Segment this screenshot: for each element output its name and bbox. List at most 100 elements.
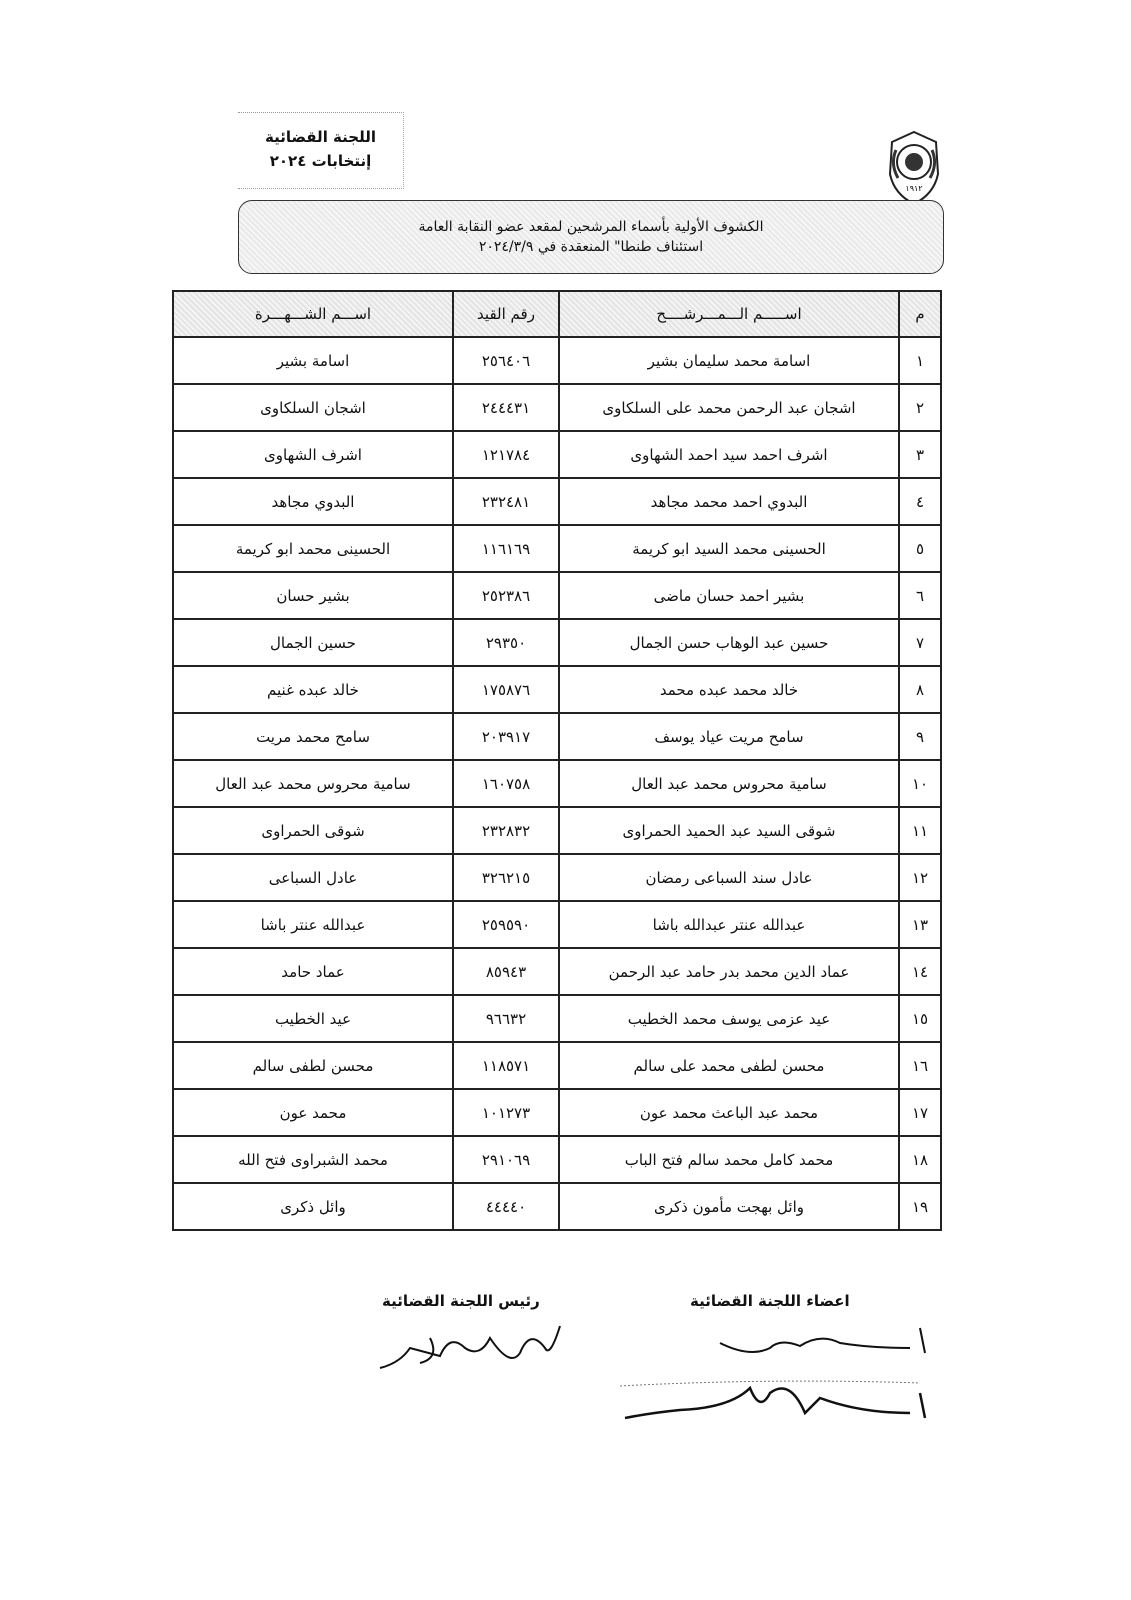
nickname: اشرف الشهاوى [172, 430, 454, 479]
row-number: ٣ [898, 430, 942, 479]
registration-number: ١٧٥٨٧٦ [452, 665, 560, 714]
title-banner: الكشوف الأولية بأسماء المرشحين لمقعد عضو… [238, 200, 944, 274]
row-number: ١٧ [898, 1088, 942, 1137]
table-row: ٣ اشرف احمد سيد احمد الشهاوى ١٢١٧٨٤ اشرف ال… [172, 430, 942, 479]
row-number: ١٠ [898, 759, 942, 808]
candidate-name: سامح مريت عياد يوسف [558, 712, 900, 761]
col-header-number: م [898, 290, 942, 338]
chair-label: رئيس اللجنة القضائية [382, 1292, 540, 1310]
table-row: ١٨ محمد كامل محمد سالم فتح الباب ٢٩١٠٦٩ محم… [172, 1135, 942, 1184]
registration-number: ٩٦٦٣٢ [452, 994, 560, 1043]
nickname: محسن لطفى سالم [172, 1041, 454, 1090]
col-header-nickname: اســـم الشـــهـــرة [172, 290, 454, 338]
row-number: ١٣ [898, 900, 942, 949]
candidate-name: البدوي احمد محمد مجاهد [558, 477, 900, 526]
registration-number: ١١٦١٦٩ [452, 524, 560, 573]
table-row: ١٣ عبدالله عنتر عبدالله باشا ٢٥٩٥٩٠ عبدالله… [172, 900, 942, 949]
nickname: عادل السباعى [172, 853, 454, 902]
registration-number: ٢٣٢٨٣٢ [452, 806, 560, 855]
row-number: ٩ [898, 712, 942, 761]
row-number: ١٦ [898, 1041, 942, 1090]
registration-number: ٢٥٦٤٠٦ [452, 336, 560, 385]
nickname: محمد الشبراوى فتح الله [172, 1135, 454, 1184]
table-row: ٤ البدوي احمد محمد مجاهد ٢٣٢٤٨١ البدوي مجاه… [172, 477, 942, 526]
candidate-name: اشجان عبد الرحمن محمد على السلكاوى [558, 383, 900, 432]
table-row: ١١ شوقى السيد عبد الحميد الحمراوى ٢٣٢٨٣٢ شو… [172, 806, 942, 855]
registration-number: ٨٥٩٤٣ [452, 947, 560, 996]
nickname: حسين الجمال [172, 618, 454, 667]
title-line-1: الكشوف الأولية بأسماء المرشحين لمقعد عضو… [418, 219, 764, 235]
registration-number: ٢٣٢٤٨١ [452, 477, 560, 526]
row-number: ١٩ [898, 1182, 942, 1231]
nickname: عيد الخطيب [172, 994, 454, 1043]
title-line-2: استئناف طنطا" المنعقدة في ٢٠٢٤/٣/٩ [478, 239, 704, 255]
table-row: ١٩ وائل بهجت مأمون ذكرى ٤٤٤٤٠ وائل ذكرى [172, 1182, 942, 1231]
registration-number: ٣٢٦٢١٥ [452, 853, 560, 902]
candidate-name: عبدالله عنتر عبدالله باشا [558, 900, 900, 949]
nickname: شوقى الحمراوى [172, 806, 454, 855]
candidate-name: حسين عبد الوهاب حسن الجمال [558, 618, 900, 667]
candidate-name: عماد الدين محمد بدر حامد عبد الرحمن [558, 947, 900, 996]
registration-number: ١١٨٥٧١ [452, 1041, 560, 1090]
nickname: محمد عون [172, 1088, 454, 1137]
registration-number: ٢٥٢٣٨٦ [452, 571, 560, 620]
elections-label: إنتخابات ٢٠٢٤ [269, 152, 372, 170]
registration-number: ٢٤٤٤٣١ [452, 383, 560, 432]
syndicate-logo: ١٩١٢ [888, 130, 940, 206]
row-number: ١٤ [898, 947, 942, 996]
candidate-name: محسن لطفى محمد على سالم [558, 1041, 900, 1090]
row-number: ٤ [898, 477, 942, 526]
row-number: ٨ [898, 665, 942, 714]
registration-number: ١٠١٢٧٣ [452, 1088, 560, 1137]
candidate-name: شوقى السيد عبد الحميد الحمراوى [558, 806, 900, 855]
row-number: ١٥ [898, 994, 942, 1043]
candidate-name: اسامة محمد سليمان بشير [558, 336, 900, 385]
table-row: ١ اسامة محمد سليمان بشير ٢٥٦٤٠٦ اسامة بشير [172, 336, 942, 385]
nickname: اشجان السلكاوى [172, 383, 454, 432]
table-row: ١٠ سامية محروس محمد عبد العال ١٦٠٧٥٨ سامية … [172, 759, 942, 808]
row-number: ١ [898, 336, 942, 385]
registration-number: ١٢١٧٨٤ [452, 430, 560, 479]
candidate-name: بشير احمد حسان ماضى [558, 571, 900, 620]
table-row: ٩ سامح مريت عياد يوسف ٢٠٣٩١٧ سامح محمد مريت [172, 712, 942, 761]
nickname: عماد حامد [172, 947, 454, 996]
candidate-name: اشرف احمد سيد احمد الشهاوى [558, 430, 900, 479]
row-number: ١٨ [898, 1135, 942, 1184]
candidate-name: محمد عبد الباعث محمد عون [558, 1088, 900, 1137]
row-number: ١٢ [898, 853, 942, 902]
row-number: ٢ [898, 383, 942, 432]
row-number: ٧ [898, 618, 942, 667]
nickname: سامية محروس محمد عبد العال [172, 759, 454, 808]
candidate-name: الحسينى محمد السيد ابو كريمة [558, 524, 900, 573]
nickname: وائل ذكرى [172, 1182, 454, 1231]
members-signature [620, 1327, 927, 1420]
candidates-table: م اســـــم الـــمـــرشــــح رقم القيد اس… [172, 290, 942, 1231]
table-row: ٦ بشير احمد حسان ماضى ٢٥٢٣٨٦ بشير حسان [172, 571, 942, 620]
table-row: ٢ اشجان عبد الرحمن محمد على السلكاوى ٢٤٤٤٣… [172, 383, 942, 432]
table-row: ١٧ محمد عبد الباعث محمد عون ١٠١٢٧٣ محمد عون [172, 1088, 942, 1137]
candidate-name: خالد محمد عبده محمد [558, 665, 900, 714]
nickname: البدوي مجاهد [172, 477, 454, 526]
registration-number: ٢٩٣٥٠ [452, 618, 560, 667]
row-number: ٦ [898, 571, 942, 620]
registration-number: ٢٠٣٩١٧ [452, 712, 560, 761]
candidate-name: وائل بهجت مأمون ذكرى [558, 1182, 900, 1231]
nickname: عبدالله عنتر باشا [172, 900, 454, 949]
candidate-name: سامية محروس محمد عبد العال [558, 759, 900, 808]
nickname: اسامة بشير [172, 336, 454, 385]
table-row: ٥ الحسينى محمد السيد ابو كريمة ١١٦١٦٩ الحسي… [172, 524, 942, 573]
registration-number: ١٦٠٧٥٨ [452, 759, 560, 808]
nickname: الحسينى محمد ابو كريمة [172, 524, 454, 573]
committee-name: اللجنة القضائية [265, 128, 376, 146]
table-row: ١٤ عماد الدين محمد بدر حامد عبد الرحمن ٨٥٩… [172, 947, 942, 996]
members-label: اعضاء اللجنة القضائية [690, 1292, 850, 1310]
table-row: ٧ حسين عبد الوهاب حسن الجمال ٢٩٣٥٠ حسين الج… [172, 618, 942, 667]
table-row: ١٢ عادل سند السباعى رمضان ٣٢٦٢١٥ عادل السبا… [172, 853, 942, 902]
table-row: ٨ خالد محمد عبده محمد ١٧٥٨٧٦ خالد عبده غنيم [172, 665, 942, 714]
col-header-registration: رقم القيد [452, 290, 560, 338]
row-number: ١١ [898, 806, 942, 855]
col-header-candidate-name: اســـــم الـــمـــرشــــح [558, 290, 900, 338]
logo-year: ١٩١٢ [905, 184, 922, 193]
nickname: بشير حسان [172, 571, 454, 620]
